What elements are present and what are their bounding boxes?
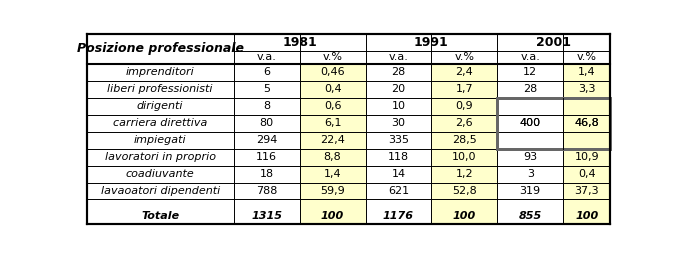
Text: 52,8: 52,8	[452, 186, 477, 196]
Text: 59,9: 59,9	[320, 186, 345, 196]
Text: 80: 80	[260, 118, 274, 128]
Text: coadiuvante: coadiuvante	[126, 169, 194, 179]
Text: 30: 30	[392, 118, 405, 128]
Text: liberi professionisti: liberi professionisti	[107, 85, 213, 94]
Text: 100: 100	[453, 211, 476, 221]
Text: 37,3: 37,3	[575, 186, 599, 196]
Text: 1,7: 1,7	[456, 85, 473, 94]
Bar	[563, 98, 611, 149]
Text: v.a.: v.a.	[520, 52, 540, 62]
Bar	[497, 98, 563, 149]
Text: 1176: 1176	[383, 211, 414, 221]
Text: 0,9: 0,9	[456, 101, 473, 111]
Text: 1,4: 1,4	[578, 68, 596, 77]
Text: impiegati: impiegati	[134, 135, 186, 145]
Text: 28: 28	[392, 68, 405, 77]
Text: 100: 100	[575, 211, 598, 221]
Text: 28,5: 28,5	[452, 135, 477, 145]
Text: 621: 621	[388, 186, 409, 196]
Text: lavoratori in proprio: lavoratori in proprio	[105, 152, 216, 162]
Text: 3: 3	[527, 169, 534, 179]
Text: 1,4: 1,4	[324, 169, 341, 179]
Text: 0,6: 0,6	[324, 101, 341, 111]
Text: 788: 788	[256, 186, 277, 196]
Text: v.%: v.%	[322, 52, 343, 62]
Text: 46,8: 46,8	[575, 118, 599, 128]
Text: 0,4: 0,4	[578, 169, 596, 179]
Text: lavaoatori dipendenti: lavaoatori dipendenti	[101, 186, 220, 196]
Text: 2001: 2001	[537, 36, 571, 49]
Text: 46,8: 46,8	[575, 118, 599, 128]
Bar	[86, 34, 611, 64]
Text: Totale: Totale	[141, 211, 180, 221]
Text: 5: 5	[263, 85, 270, 94]
Text: 116: 116	[256, 152, 277, 162]
Text: 20: 20	[392, 85, 405, 94]
Text: v.a.: v.a.	[257, 52, 277, 62]
Text: 6: 6	[263, 68, 270, 77]
Bar	[497, 98, 611, 149]
Text: 1,2: 1,2	[456, 169, 473, 179]
Bar	[497, 98, 611, 149]
Text: 118: 118	[388, 152, 409, 162]
Text: 3,3: 3,3	[578, 85, 596, 94]
Text: v.%: v.%	[454, 52, 475, 62]
Text: Posizione professionale: Posizione professionale	[77, 42, 243, 55]
Text: 0,4: 0,4	[324, 85, 341, 94]
Text: 12: 12	[523, 68, 537, 77]
Text: 8,8: 8,8	[324, 152, 341, 162]
Text: 335: 335	[388, 135, 409, 145]
Text: 10: 10	[392, 101, 405, 111]
Text: 2,6: 2,6	[456, 118, 473, 128]
Text: 100: 100	[321, 211, 344, 221]
Text: 8: 8	[263, 101, 271, 111]
Text: 294: 294	[256, 135, 277, 145]
Text: 1991: 1991	[414, 36, 449, 49]
Text: dirigenti: dirigenti	[137, 101, 184, 111]
Text: 28: 28	[523, 85, 537, 94]
Text: 22,4: 22,4	[320, 135, 345, 145]
Text: 18: 18	[260, 169, 274, 179]
Text: 93: 93	[523, 152, 537, 162]
Bar	[563, 34, 611, 224]
Text: carriera direttiva: carriera direttiva	[113, 118, 207, 128]
Text: v.a.: v.a.	[388, 52, 409, 62]
Text: 855: 855	[519, 211, 542, 221]
Text: v.%: v.%	[577, 52, 597, 62]
Text: 10,9: 10,9	[575, 152, 599, 162]
Bar	[431, 34, 497, 224]
Text: 400: 400	[520, 118, 541, 128]
Text: 14: 14	[392, 169, 405, 179]
Text: 319: 319	[520, 186, 541, 196]
Bar	[300, 34, 366, 224]
Text: 10,0: 10,0	[452, 152, 477, 162]
Text: 2,4: 2,4	[456, 68, 473, 77]
Text: 0,46: 0,46	[320, 68, 345, 77]
Text: 1315: 1315	[251, 211, 282, 221]
Text: 6,1: 6,1	[324, 118, 341, 128]
Text: 1981: 1981	[282, 36, 317, 49]
Text: 400: 400	[520, 118, 541, 128]
Text: imprenditori: imprenditori	[126, 68, 194, 77]
